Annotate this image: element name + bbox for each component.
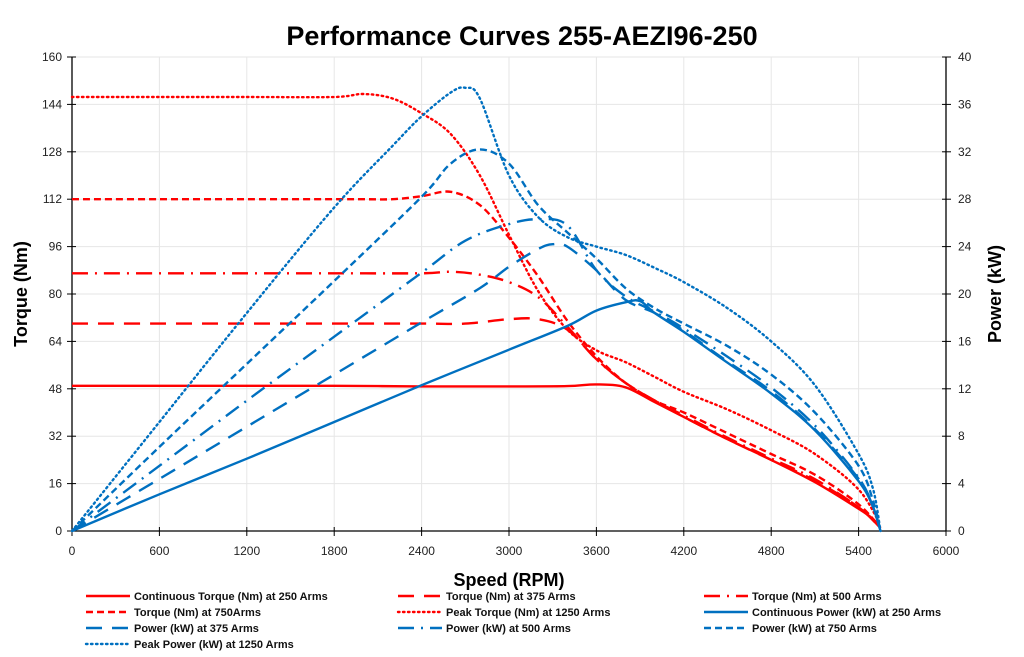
gridlines bbox=[72, 56, 946, 531]
x-tick-label: 2400 bbox=[408, 544, 435, 558]
y2-tick-label: 24 bbox=[958, 240, 972, 254]
y2-tick-label: 0 bbox=[958, 524, 965, 538]
y-tick-label: 64 bbox=[49, 334, 63, 348]
y2-tick-label: 12 bbox=[958, 382, 972, 396]
legend-label-6: Power (kW) at 375 Arms bbox=[134, 623, 259, 635]
y2-axis-title: Power (kW) bbox=[985, 245, 1005, 343]
y2-tick-label: 8 bbox=[958, 429, 965, 443]
x-tick-label: 3000 bbox=[496, 544, 523, 558]
x-tick-label: 6000 bbox=[933, 544, 960, 558]
legend-label-5: Continuous Power (kW) at 250 Arms bbox=[752, 607, 941, 619]
series-line-8 bbox=[71, 148, 882, 532]
y-tick-label: 16 bbox=[49, 477, 63, 491]
series-line-1 bbox=[71, 317, 882, 529]
legend: Continuous Torque (Nm) at 250 Arms Torque… bbox=[84, 591, 941, 651]
x-tick-label: 0 bbox=[69, 544, 76, 558]
y2-tick-label: 20 bbox=[958, 287, 972, 301]
y-tick-label: 128 bbox=[42, 145, 62, 159]
y2-tick-label: 28 bbox=[958, 192, 972, 206]
y2-tick-label: 4 bbox=[958, 477, 965, 491]
series-line-3 bbox=[72, 190, 882, 529]
x-tick-label: 600 bbox=[149, 544, 169, 558]
series-line-9 bbox=[70, 86, 882, 533]
y-axis-title: Torque (Nm) bbox=[11, 241, 31, 347]
legend-label-0: Continuous Torque (Nm) at 250 Arms bbox=[134, 591, 328, 603]
axes: 0 600 1200 1800 2400 3000 3600 4200 4800 5400 6000… bbox=[42, 50, 972, 558]
series-group bbox=[70, 86, 882, 533]
y2-tick-label: 32 bbox=[958, 145, 972, 159]
legend-label-3: Torque (Nm) at 750Arms bbox=[134, 607, 261, 619]
x-tick-label: 4800 bbox=[758, 544, 785, 558]
legend-label-8: Power (kW) at 750 Arms bbox=[752, 623, 877, 635]
y-tick-label: 144 bbox=[42, 97, 62, 111]
legend-label-1: Torque (Nm) at 375 Arms bbox=[446, 591, 576, 603]
y-tick-label: 112 bbox=[43, 192, 62, 206]
y-tick-label: 160 bbox=[42, 50, 62, 64]
x-tick-label: 3600 bbox=[583, 544, 610, 558]
y-tick-label: 0 bbox=[55, 524, 62, 538]
series-line-4 bbox=[70, 92, 882, 527]
series-line-0 bbox=[72, 383, 882, 529]
x-tick-label: 4200 bbox=[670, 544, 697, 558]
y-tick-label: 32 bbox=[49, 429, 63, 443]
x-tick-label: 1200 bbox=[233, 544, 260, 558]
legend-label-2: Torque (Nm) at 500 Arms bbox=[752, 591, 882, 603]
x-tick-label: 5400 bbox=[845, 544, 872, 558]
series-line-2 bbox=[71, 270, 882, 529]
y2-tick-label: 16 bbox=[958, 334, 972, 348]
y2-tick-label: 36 bbox=[958, 97, 972, 111]
legend-label-9: Peak Power (kW) at 1250 Arms bbox=[134, 639, 294, 651]
legend-label-4: Peak Torque (Nm) at 1250 Arms bbox=[446, 607, 610, 619]
x-tick-label: 1800 bbox=[321, 544, 348, 558]
legend-label-7: Power (kW) at 500 Arms bbox=[446, 623, 571, 635]
y-tick-label: 48 bbox=[49, 382, 63, 396]
x-axis-title: Speed (RPM) bbox=[453, 570, 564, 590]
y-tick-label: 96 bbox=[49, 240, 63, 254]
y2-tick-label: 40 bbox=[958, 50, 972, 64]
series-line-7 bbox=[71, 217, 882, 532]
y-tick-label: 80 bbox=[49, 287, 63, 301]
chart-title: Performance Curves 255-AEZI96-250 bbox=[286, 21, 757, 51]
series-line-6 bbox=[71, 242, 882, 533]
